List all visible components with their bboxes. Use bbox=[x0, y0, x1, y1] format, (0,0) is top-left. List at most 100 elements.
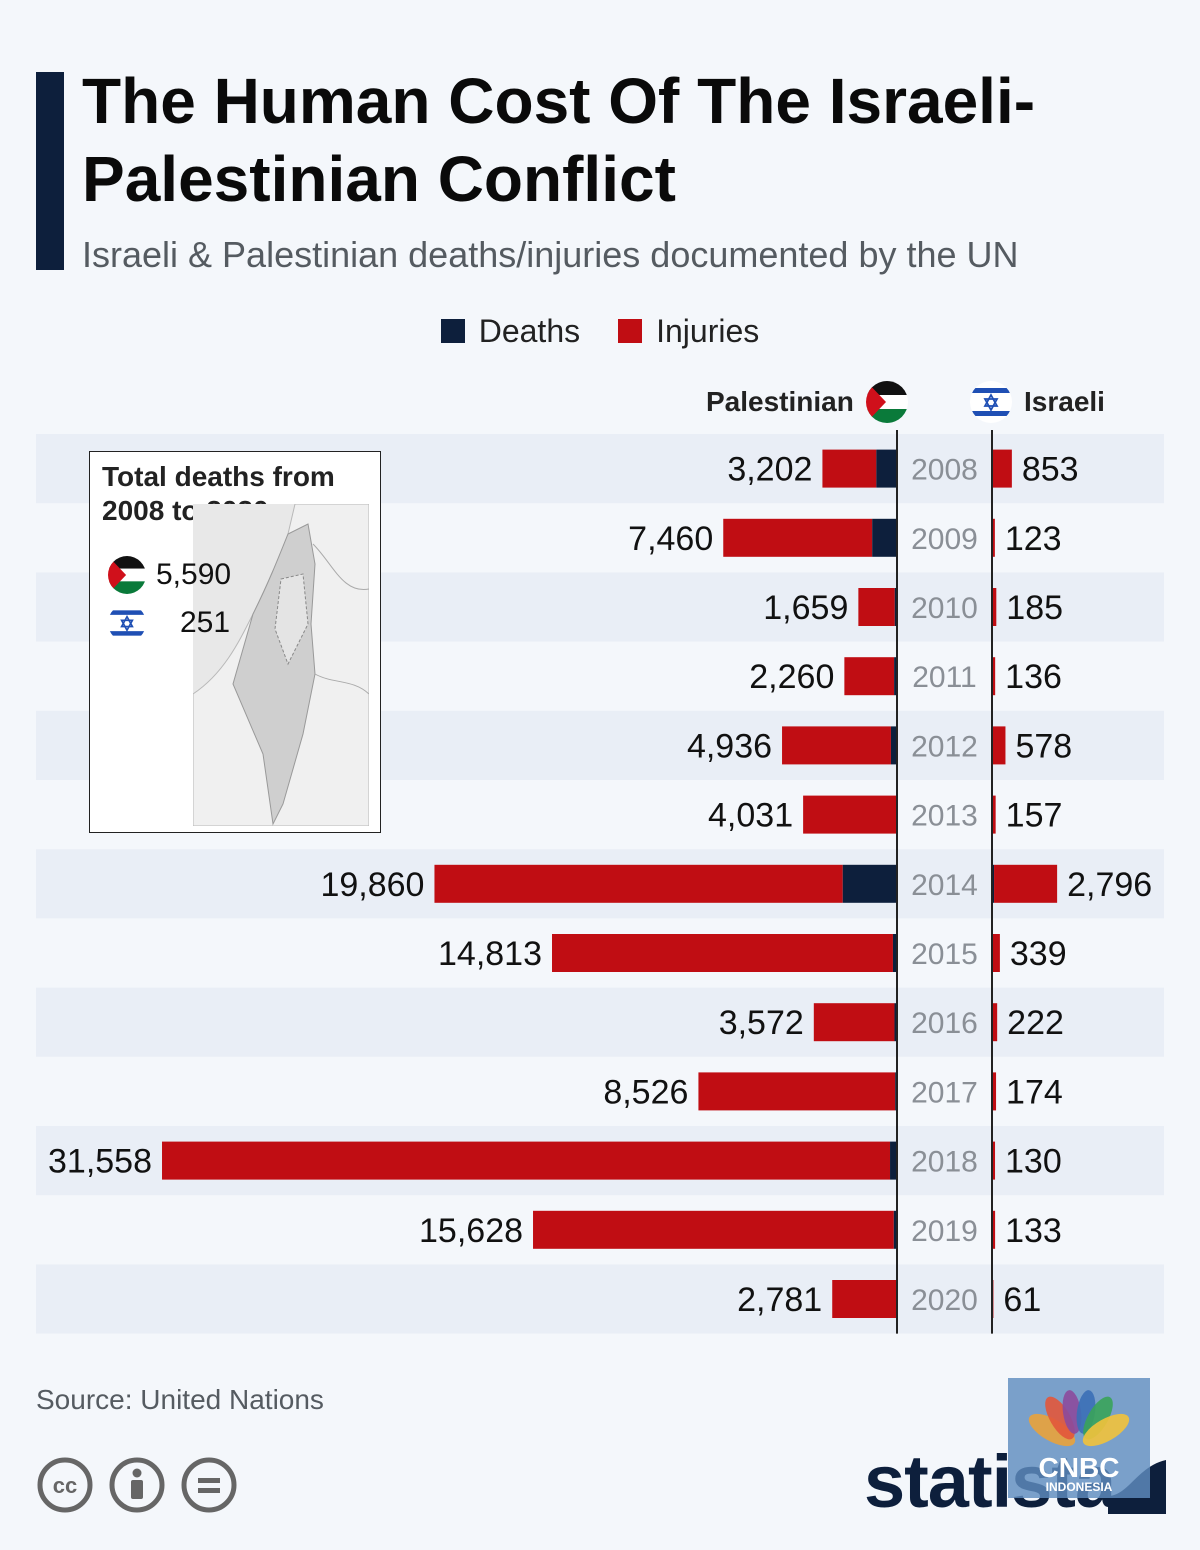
israeli-total-label: 2,796 bbox=[1067, 866, 1152, 904]
palestinian-injuries-bar bbox=[822, 449, 877, 488]
israeli-total-label: 339 bbox=[1010, 935, 1067, 973]
israeli-total-label: 123 bbox=[1005, 520, 1062, 558]
source-note: Source: United Nations bbox=[36, 1384, 324, 1415]
palestinian-deaths-bar bbox=[894, 1003, 897, 1042]
israeli-injuries-bar bbox=[992, 726, 1006, 765]
palestinian-injuries-bar bbox=[858, 588, 895, 626]
injuries-swatch bbox=[618, 319, 643, 343]
chart-subtitle: Israeli & Palestinian deaths/injuries do… bbox=[82, 234, 1019, 275]
israel-flag-icon bbox=[108, 604, 146, 642]
israeli-injuries-bar bbox=[992, 934, 1000, 972]
deaths-swatch bbox=[440, 319, 465, 343]
cnbc-label: CNBC bbox=[1038, 1452, 1120, 1483]
israeli-injuries-bar bbox=[992, 588, 997, 626]
palestinian-deaths-bar bbox=[894, 657, 897, 696]
israeli-total-label: 133 bbox=[1005, 1212, 1062, 1250]
palestinian-column-header: Palestinian bbox=[706, 380, 908, 424]
israeli-injuries-bar bbox=[992, 1003, 998, 1042]
palestinian-injuries-bar bbox=[434, 864, 843, 903]
palestinian-injuries-bar bbox=[844, 657, 895, 696]
butterfly-bar-chart: 3,202 853 2008 7,460 123 2009 1,659 185 2010 2,26… bbox=[36, 430, 1164, 1334]
palestinian-total-label: 4,936 bbox=[687, 727, 772, 765]
israeli-total-label: 136 bbox=[1005, 658, 1062, 696]
palestinian-total-label: 4,031 bbox=[708, 797, 793, 835]
legend-item-injuries: Injuries bbox=[618, 313, 759, 350]
map-illustration bbox=[193, 504, 369, 826]
svg-text:cc: cc bbox=[53, 1473, 77, 1498]
palestinian-deaths-bar bbox=[872, 518, 897, 557]
israeli-injuries-bar bbox=[992, 795, 996, 834]
inset-israeli-deaths: 251 bbox=[180, 606, 231, 639]
palestinian-deaths-bar bbox=[876, 449, 897, 488]
palestinian-deaths-bar bbox=[890, 726, 897, 765]
israeli-injuries-bar bbox=[992, 1141, 996, 1180]
israeli-injuries-bar bbox=[992, 449, 1012, 488]
palestinian-deaths-bar bbox=[892, 934, 897, 972]
israeli-injuries-bar bbox=[992, 1210, 996, 1249]
legend-label-deaths: Deaths bbox=[478, 312, 581, 349]
year-label: 2010 bbox=[911, 592, 978, 625]
palestinian-total-label: 8,526 bbox=[603, 1073, 688, 1111]
israeli-deaths-bar bbox=[992, 864, 995, 903]
israeli-injuries-bar bbox=[992, 657, 996, 696]
israeli-total-label: 174 bbox=[1006, 1073, 1063, 1111]
israeli-total-label: 61 bbox=[1003, 1281, 1041, 1319]
year-label: 2018 bbox=[911, 1146, 978, 1179]
palestinian-column-label: Palestinian bbox=[706, 386, 854, 417]
palestinian-total-label: 2,260 bbox=[749, 658, 834, 696]
year-label: 2011 bbox=[912, 661, 977, 694]
israel-flag-icon bbox=[970, 381, 1012, 423]
no-derivatives-icon[interactable] bbox=[180, 1456, 238, 1514]
palestine-flag-icon bbox=[108, 556, 146, 594]
palestinian-injuries-bar bbox=[832, 1280, 897, 1318]
palestinian-injuries-bar bbox=[782, 726, 891, 765]
israeli-total-label: 222 bbox=[1007, 1004, 1064, 1042]
inset-row-israeli: 251 bbox=[108, 604, 230, 642]
israeli-total-label: 130 bbox=[1005, 1143, 1062, 1181]
palestinian-injuries-bar bbox=[813, 1003, 895, 1042]
palestinian-injuries-bar bbox=[803, 795, 897, 834]
attribution-icon[interactable] bbox=[108, 1456, 166, 1514]
israeli-total-label: 853 bbox=[1022, 451, 1079, 489]
legend-item-deaths: Deaths bbox=[440, 312, 581, 350]
israeli-column-header: Israeli bbox=[970, 380, 1105, 424]
palestinian-total-label: 15,628 bbox=[419, 1212, 523, 1250]
palestinian-deaths-bar bbox=[893, 1210, 897, 1249]
palestinian-total-label: 1,659 bbox=[763, 589, 848, 627]
israeli-injuries-bar bbox=[992, 518, 995, 557]
palestinian-total-label: 19,860 bbox=[320, 866, 424, 904]
palestine-flag-icon bbox=[865, 381, 908, 423]
year-label: 2009 bbox=[911, 523, 978, 556]
palestinian-injuries-bar bbox=[533, 1210, 894, 1249]
palestinian-total-label: 2,781 bbox=[737, 1281, 822, 1319]
year-label: 2019 bbox=[911, 1215, 978, 1248]
year-label: 2012 bbox=[911, 730, 978, 763]
row-band bbox=[36, 1264, 1164, 1334]
palestinian-total-label: 7,460 bbox=[628, 520, 713, 558]
israeli-total-label: 578 bbox=[1015, 727, 1072, 765]
license-icons: cc bbox=[36, 1456, 238, 1514]
cnbc-sublabel: INDONESIA bbox=[1045, 1480, 1113, 1494]
palestinian-deaths-bar bbox=[894, 588, 897, 626]
palestinian-total-label: 3,572 bbox=[719, 1004, 804, 1042]
year-label: 2017 bbox=[911, 1076, 978, 1109]
israeli-total-label: 157 bbox=[1006, 797, 1063, 835]
palestinian-total-label: 31,558 bbox=[48, 1143, 152, 1181]
row-band bbox=[36, 987, 1164, 1057]
title-accent-bar bbox=[36, 72, 64, 270]
israeli-injuries-bar bbox=[994, 864, 1058, 903]
legend: Deaths Injuries bbox=[0, 308, 1200, 354]
palestinian-injuries-bar bbox=[552, 934, 893, 972]
creative-commons-icon[interactable]: cc bbox=[36, 1456, 94, 1514]
year-label: 2016 bbox=[911, 1007, 978, 1040]
year-label: 2013 bbox=[911, 800, 978, 833]
palestinian-total-label: 14,813 bbox=[438, 935, 542, 973]
legend-label-injuries: Injuries bbox=[656, 312, 760, 349]
palestinian-deaths-bar bbox=[890, 1141, 897, 1180]
palestinian-injuries-bar bbox=[698, 1072, 896, 1111]
israeli-column-label: Israeli bbox=[1024, 386, 1105, 417]
palestinian-deaths-bar bbox=[842, 864, 897, 903]
year-label: 2020 bbox=[911, 1284, 978, 1317]
palestinian-total-label: 3,202 bbox=[727, 451, 812, 489]
peacock-icon bbox=[1028, 1390, 1130, 1447]
